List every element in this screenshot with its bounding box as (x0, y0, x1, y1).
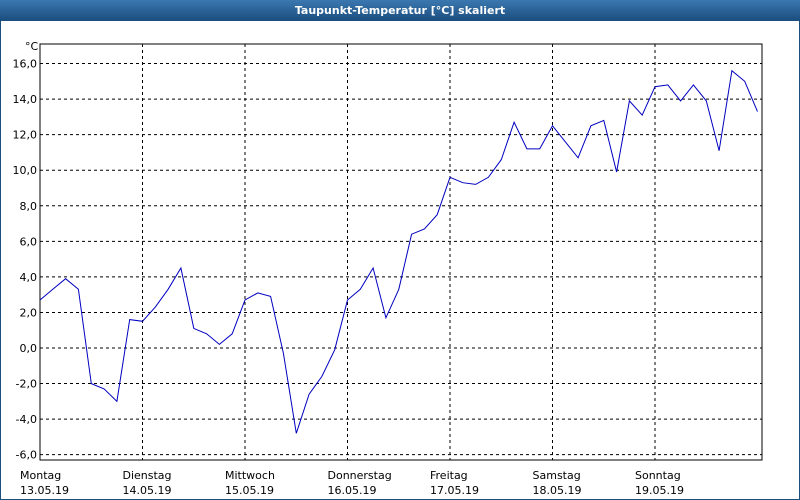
x-tick-date: 18.05.19 (533, 484, 582, 497)
x-tick-label: Sonntag (635, 469, 681, 482)
y-tick-label: 14,0 (13, 93, 38, 106)
y-tick-label: -4,0 (16, 413, 37, 426)
data-line (39, 69, 758, 434)
x-tick-label: Donnerstag (328, 469, 392, 482)
y-tick-label: 10,0 (13, 164, 38, 177)
x-tick-date: 15.05.19 (225, 484, 274, 497)
y-tick-label: 2,0 (20, 306, 38, 319)
y-tick-label: -6,0 (16, 449, 37, 462)
y-tick-label: 12,0 (13, 129, 38, 142)
x-tick-date: 14.05.19 (123, 484, 172, 497)
x-tick-date: 17.05.19 (430, 484, 479, 497)
x-tick-label: Dienstag (123, 469, 172, 482)
x-tick-label: Freitag (430, 469, 468, 482)
chart-title: Taupunkt-Temperatur [°C] skaliert (295, 4, 505, 17)
plot-frame (39, 43, 763, 461)
y-tick-label: -2,0 (16, 378, 37, 391)
y-tick-label: 0,0 (20, 342, 38, 355)
x-tick-label: Montag (20, 469, 61, 482)
y-tick-label: 8,0 (20, 200, 38, 213)
x-tick-date: 13.05.19 (20, 484, 69, 497)
y-tick-label: 6,0 (20, 235, 38, 248)
title-bar (0, 0, 800, 20)
y-tick-label: 16,0 (13, 58, 38, 71)
x-tick-date: 19.05.19 (635, 484, 684, 497)
x-tick-label: Samstag (533, 469, 581, 482)
y-unit: °C (25, 40, 39, 53)
y-tick-label: 4,0 (20, 271, 38, 284)
x-tick-label: Mittwoch (225, 469, 275, 482)
x-tick-date: 16.05.19 (328, 484, 377, 497)
